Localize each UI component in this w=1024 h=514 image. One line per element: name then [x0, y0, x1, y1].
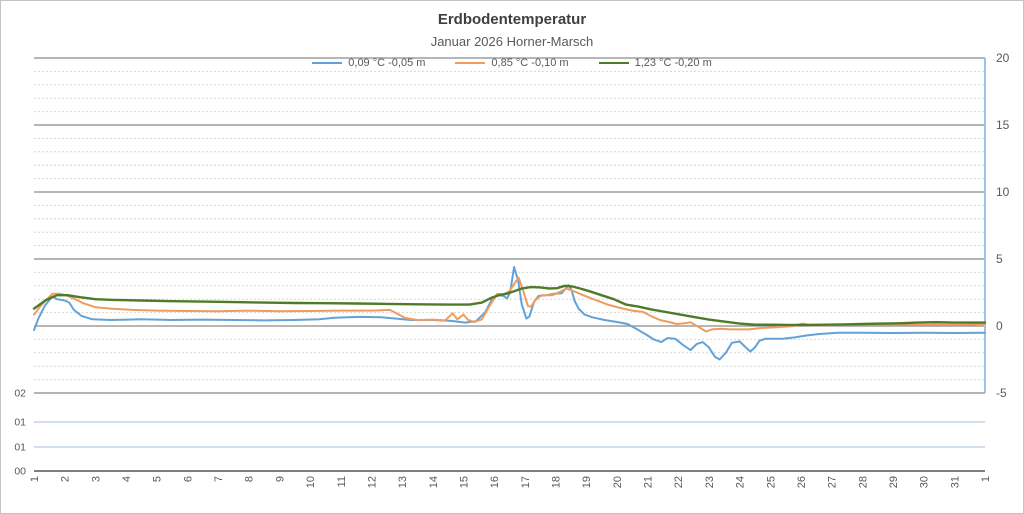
- x-axis-tick-label: 10: [305, 476, 317, 488]
- x-axis-tick-label: 27: [827, 476, 839, 488]
- x-axis-tick-label: 24: [735, 476, 747, 488]
- x-axis-tick-label: 1: [980, 476, 992, 482]
- series-line-2: [32, 284, 987, 327]
- x-axis-tick-label: 30: [919, 476, 931, 488]
- x-axis-tick-label: 18: [551, 476, 563, 488]
- x-axis-tick-label: 8: [244, 476, 256, 482]
- x-axis-tick-label: 22: [673, 476, 685, 488]
- x-axis-tick-label: 11: [336, 476, 348, 487]
- legend-label: 0,85 °C -0,10 m: [491, 57, 569, 69]
- right-axis-tick-label: -5: [996, 386, 1007, 400]
- series-line-1: [33, 276, 986, 333]
- left-axis-tick-label: 00: [14, 466, 26, 478]
- right-axis-tick-label: 15: [996, 118, 1010, 132]
- x-axis-tick-label: 7: [213, 476, 225, 482]
- right-axis-tick-label: 0: [996, 319, 1003, 333]
- x-axis-tick-label: 12: [366, 476, 378, 488]
- x-axis-tick-label: 3: [90, 476, 102, 482]
- x-axis-tick-label: 23: [704, 476, 716, 488]
- series-line-0: [33, 266, 986, 361]
- x-axis-tick-label: 5: [152, 476, 164, 482]
- legend-line-swatch: [312, 62, 343, 64]
- x-axis-tick-label: 31: [949, 476, 961, 488]
- chart-title: Erdbodentemperatur: [437, 11, 587, 28]
- legend-item-1: 0,85 °C -0,10 m: [455, 57, 569, 69]
- legend-label: 1,23 °C -0,20 m: [634, 57, 712, 69]
- chart-legend: 0,09 °C -0,05 m 0,85 °C -0,10 m 1,23 °C -0…: [1, 57, 1023, 69]
- chart-subtitle: Januar 2026 Horner-Marsch: [430, 34, 594, 49]
- left-axis-tick-label: 01: [14, 417, 26, 429]
- x-axis-tick-label: 17: [520, 476, 532, 488]
- right-axis-tick-label: 5: [996, 252, 1003, 266]
- x-axis-tick-label: 28: [857, 476, 869, 488]
- left-axis-tick-label: 01: [14, 442, 26, 454]
- x-axis-tick-label: 16: [489, 476, 501, 488]
- x-axis-tick-label: 29: [888, 476, 900, 488]
- x-axis-tick-label: 21: [643, 476, 655, 488]
- legend-item-0: 0,09 °C -0,05 m: [312, 57, 425, 69]
- x-axis-tick-label: 4: [121, 476, 133, 482]
- x-axis-tick-label: 1: [29, 476, 41, 482]
- legend-item-2: 1,23 °C -0,20 m: [598, 57, 712, 69]
- x-axis-tick-label: 20: [612, 476, 624, 488]
- legend-line-swatch: [598, 62, 629, 64]
- right-axis-tick-label: 20: [996, 51, 1010, 65]
- legend-line-swatch: [455, 62, 486, 64]
- left-axis-tick-label: 02: [14, 388, 26, 400]
- x-axis-tick-label: 15: [458, 476, 470, 488]
- x-axis-tick-label: 6: [182, 476, 194, 482]
- x-axis-tick-label: 2: [60, 476, 72, 482]
- legend-label: 0,09 °C -0,05 m: [348, 57, 426, 69]
- right-axis-tick-label: 10: [996, 185, 1010, 199]
- x-axis-tick-label: 19: [581, 476, 593, 488]
- x-axis-tick-label: 14: [428, 476, 440, 488]
- x-axis-tick-label: 26: [796, 476, 808, 488]
- x-axis-tick-label: 13: [397, 476, 409, 488]
- x-axis-tick-label: 25: [765, 476, 777, 488]
- x-axis-tick-label: 9: [274, 476, 286, 482]
